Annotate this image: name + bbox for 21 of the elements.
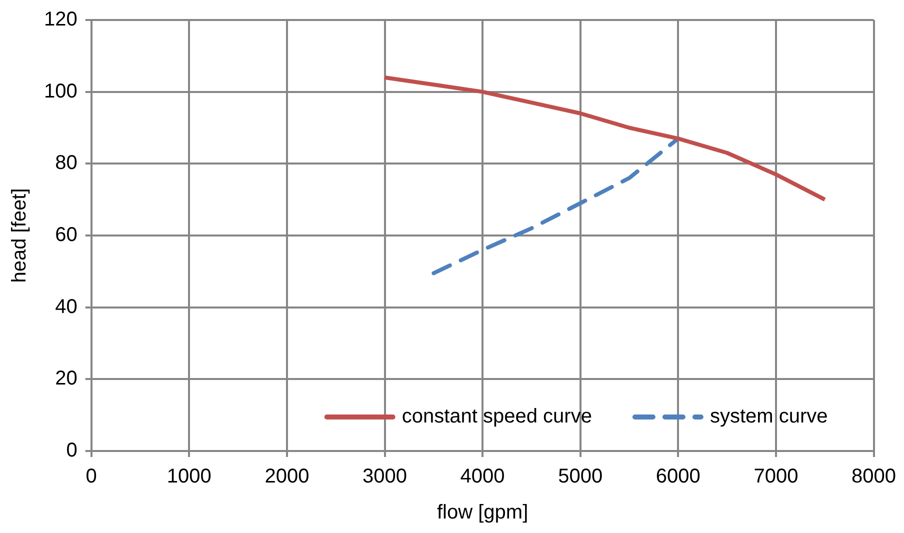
y-tick-label: 20 — [55, 368, 78, 390]
x-tick-label: 6000 — [656, 466, 700, 488]
legend-label: system curve — [710, 406, 828, 428]
legend-label: constant speed curve — [402, 406, 592, 428]
y-tick-label: 100 — [44, 80, 78, 102]
y-axis-title: head [feet] — [8, 188, 31, 283]
y-tick-label: 0 — [66, 440, 78, 462]
y-tick-label: 60 — [55, 224, 78, 246]
x-tick-label: 1000 — [166, 466, 212, 488]
y-tick-label: 40 — [55, 296, 78, 318]
x-tick-label: 2000 — [264, 466, 310, 488]
y-tick-label: 80 — [55, 152, 78, 174]
y-tick-label: 120 — [44, 8, 78, 31]
x-tick-label: 8000 — [852, 466, 896, 488]
x-tick-label: 4000 — [460, 466, 505, 488]
line-series — [432, 136, 680, 276]
x-tick-label: 3000 — [362, 466, 408, 488]
x-tick-label: 5000 — [558, 466, 603, 488]
x-axis-title: flow [gpm] — [436, 502, 528, 524]
x-tick-label: 0 — [86, 466, 97, 488]
x-tick-label: 7000 — [754, 466, 798, 488]
